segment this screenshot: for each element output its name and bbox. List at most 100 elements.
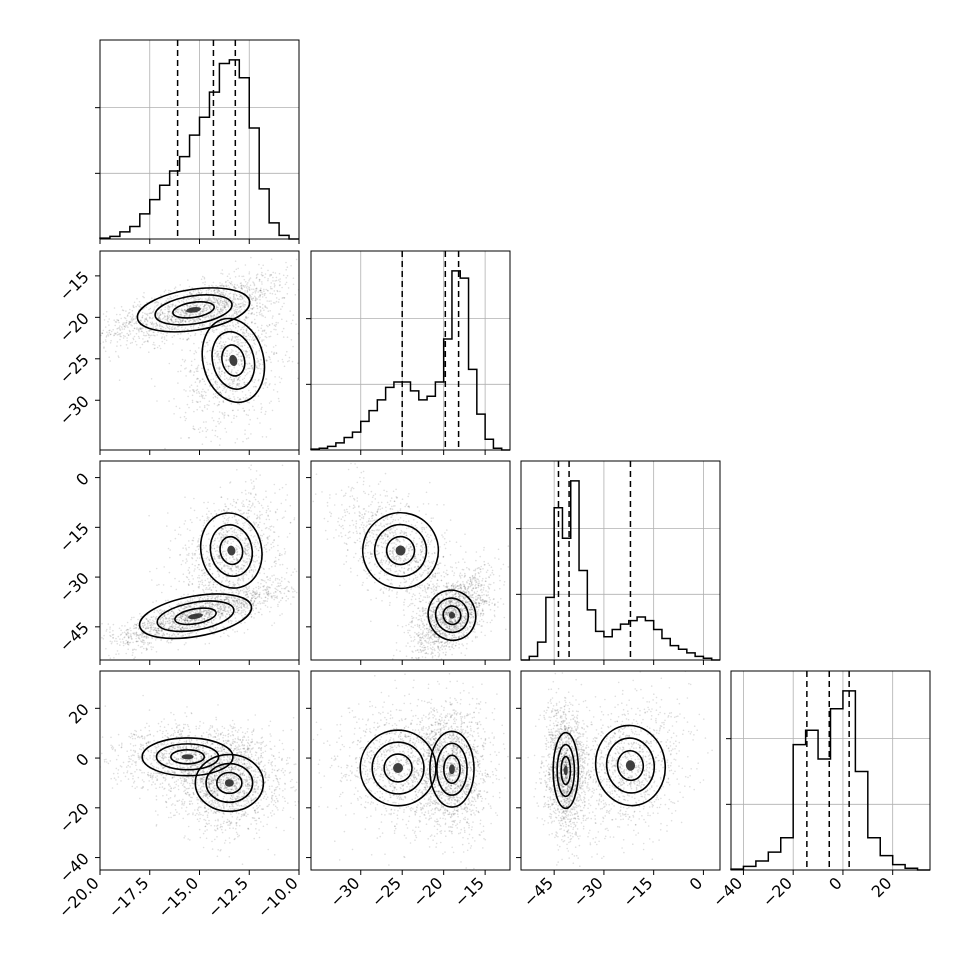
scatter-point — [166, 325, 168, 328]
scatter-point — [202, 410, 204, 412]
scatter-point — [244, 613, 246, 616]
scatter-point — [199, 612, 201, 614]
scatter-point — [155, 567, 158, 570]
scatter-point — [135, 305, 137, 308]
scatter-point — [200, 620, 202, 622]
scatter-point — [248, 356, 251, 359]
scatter-point — [183, 608, 185, 610]
scatter-point — [271, 292, 274, 295]
scatter-point — [217, 610, 219, 613]
scatter-point — [113, 657, 115, 659]
scatter-point — [164, 620, 167, 623]
scatter-point — [217, 603, 220, 605]
scatter-point — [233, 286, 235, 289]
scatter-point — [197, 401, 199, 403]
scatter-point — [248, 273, 250, 275]
scatter-point — [223, 570, 226, 572]
scatter-point — [265, 490, 267, 493]
scatter-point — [277, 549, 279, 552]
scatter-point — [250, 529, 252, 532]
scatter-point — [220, 301, 222, 304]
scatter-point — [109, 342, 112, 344]
scatter-point — [237, 369, 239, 372]
scatter-point — [231, 527, 234, 529]
scatter-point — [217, 297, 220, 300]
scatter-point — [214, 517, 216, 520]
scatter-point — [317, 591, 319, 593]
scatter-point — [151, 616, 153, 619]
scatter-point — [220, 373, 223, 375]
scatter-point — [208, 299, 210, 302]
scatter-point — [180, 300, 183, 302]
scatter-point — [206, 577, 209, 580]
scatter-point — [204, 579, 207, 582]
scatter-point — [254, 295, 256, 298]
scatter-point — [198, 624, 200, 626]
scatter-point — [242, 605, 245, 607]
scatter-point — [281, 318, 283, 321]
scatter-point — [330, 275, 332, 277]
scatter-point — [260, 408, 263, 410]
scatter-point — [258, 367, 260, 370]
scatter-point — [226, 302, 228, 305]
scatter-point — [190, 611, 192, 613]
contour-level-1 — [211, 330, 256, 390]
scatter-point — [262, 264, 265, 267]
scatter-point — [221, 284, 223, 287]
scatter-point — [171, 316, 174, 318]
scatter-point — [223, 632, 225, 634]
scatter-point — [253, 381, 256, 384]
scatter-point — [267, 597, 269, 600]
scatter-point — [191, 582, 194, 585]
scatter-point — [127, 314, 129, 316]
scatter-point — [303, 277, 305, 279]
scatter-point — [242, 603, 244, 605]
scatter-point — [220, 293, 223, 295]
scatter-point — [186, 315, 188, 317]
scatter-point — [265, 589, 268, 592]
scatter-point — [270, 369, 273, 372]
scatter-point — [203, 618, 205, 620]
scatter-point — [237, 341, 240, 343]
scatter-point — [179, 311, 182, 314]
scatter-point — [182, 322, 184, 325]
scatter-point — [255, 353, 257, 356]
scatter-point — [187, 437, 190, 439]
scatter-point — [222, 291, 225, 294]
scatter-point — [260, 327, 263, 330]
scatter-point — [240, 574, 243, 577]
scatter-point — [246, 594, 248, 596]
scatter-point — [216, 404, 219, 407]
scatter-point — [241, 390, 244, 393]
scatter-point — [215, 617, 217, 620]
scatter-point — [217, 387, 219, 390]
scatter-point — [130, 324, 132, 326]
scatter-point — [184, 368, 186, 370]
scatter-point — [175, 405, 178, 408]
scatter-point — [177, 321, 180, 324]
scatter-point — [163, 336, 166, 338]
scatter-point — [236, 534, 238, 537]
scatter-point — [101, 332, 104, 335]
scatter-point — [200, 292, 203, 294]
scatter-point — [145, 318, 147, 321]
scatter-point — [211, 605, 213, 607]
scatter-point — [203, 584, 205, 587]
scatter-point — [188, 632, 190, 635]
scatter-point — [274, 511, 277, 514]
scatter-point — [243, 377, 246, 380]
scatter-point — [250, 374, 253, 377]
scatter-point — [191, 556, 193, 559]
scatter-point — [236, 382, 239, 385]
scatter-point — [302, 588, 304, 590]
scatter-point — [247, 301, 250, 304]
scatter-point — [258, 278, 261, 281]
scatter-point — [205, 624, 207, 626]
scatter-point — [228, 583, 231, 585]
scatter-point — [208, 642, 211, 645]
scatter-point — [210, 306, 212, 308]
scatter-point — [161, 622, 163, 625]
scatter-point — [160, 628, 163, 631]
scatter-point — [211, 597, 213, 600]
scatter-point — [227, 573, 230, 575]
